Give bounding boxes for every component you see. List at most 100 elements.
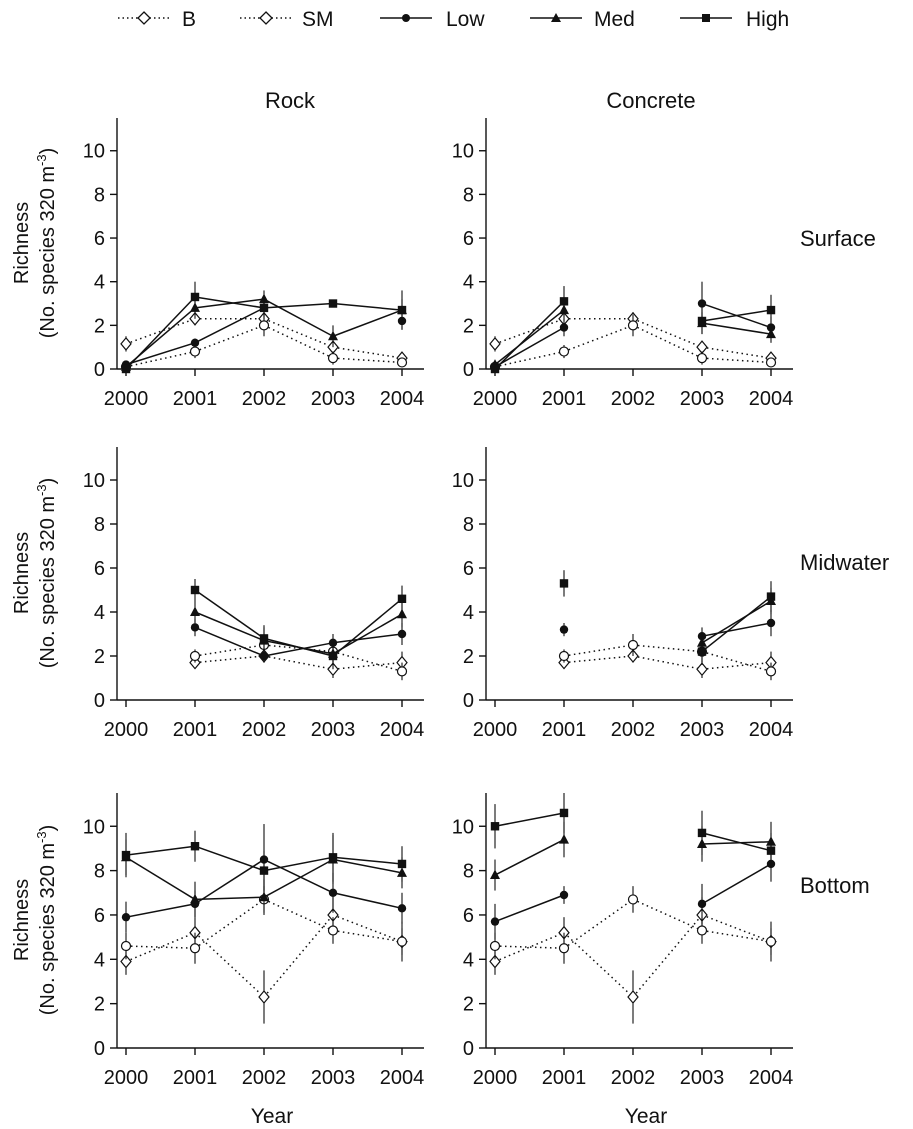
x-tick-label: 2002 xyxy=(611,388,656,410)
series-sm xyxy=(489,886,777,964)
series-line-segment xyxy=(632,655,703,670)
series-line-segment xyxy=(125,932,196,963)
y-tick-label: 10 xyxy=(83,470,105,492)
data-point-open-circle xyxy=(558,650,570,662)
y-tick-label: 2 xyxy=(463,646,474,668)
series-line-segment xyxy=(494,812,565,827)
series-b xyxy=(558,649,777,678)
data-point-open-circle xyxy=(696,925,708,936)
data-point-square xyxy=(766,305,776,315)
y-tick-label: 4 xyxy=(463,272,474,294)
series-line-segment xyxy=(194,932,265,998)
x-tick-label: 2003 xyxy=(680,388,725,410)
series-line-segment xyxy=(632,324,703,359)
series-line-segment xyxy=(332,650,403,673)
column-title-rock: Rock xyxy=(265,88,316,113)
series-med xyxy=(490,821,776,891)
data-point-triangle xyxy=(490,869,500,880)
row-label-midwater: Midwater xyxy=(800,550,889,575)
legend-entry-sm: SM xyxy=(240,8,334,31)
x-tick-label: 2004 xyxy=(749,1067,794,1089)
series-line-segment xyxy=(632,318,703,348)
y-tick-label: 8 xyxy=(94,184,105,206)
series-line-segment xyxy=(125,903,196,918)
series-med xyxy=(697,587,776,654)
chart-panel-4: 0 2 4 6 8 10 2000 2001 2002 2003 2004 xyxy=(452,447,794,741)
data-point-open-circle xyxy=(396,666,408,677)
series-line-segment xyxy=(263,856,334,872)
data-point-diamond xyxy=(120,336,132,351)
chart-panel-2: 0 2 4 6 8 10 2000 2001 2002 2003 2004 xyxy=(452,118,794,410)
y-tick-label: 8 xyxy=(463,861,474,883)
x-tick-label: 2004 xyxy=(749,719,794,741)
legend-triangle-icon xyxy=(551,13,561,22)
series-high xyxy=(190,579,407,670)
data-point-circle xyxy=(259,651,269,661)
data-point-circle xyxy=(397,629,407,639)
row-label-bottom: Bottom xyxy=(800,873,870,898)
data-point-square xyxy=(490,364,500,374)
legend-label-b: B xyxy=(182,8,196,31)
legend-label-low: Low xyxy=(446,8,485,31)
data-point-circle xyxy=(121,912,131,922)
data-point-open-circle xyxy=(327,925,339,936)
legend-diamond-icon xyxy=(137,11,151,25)
y-tick-label: 0 xyxy=(94,359,105,381)
x-tick-label: 2003 xyxy=(680,719,725,741)
y-tick-label: 0 xyxy=(463,690,474,712)
x-tick-label: 2001 xyxy=(173,1067,218,1089)
y-tick-label: 10 xyxy=(452,816,474,838)
data-point-diamond xyxy=(489,336,501,351)
data-point-circle xyxy=(559,625,569,634)
data-point-diamond xyxy=(627,990,639,1004)
series-line-segment xyxy=(194,845,265,872)
x-axis-label-rock: Year xyxy=(251,1105,293,1128)
series-sm xyxy=(120,886,408,964)
x-tick-label: 2004 xyxy=(380,719,425,741)
x-axis-label-concrete: Year xyxy=(625,1105,667,1128)
data-point-square xyxy=(190,292,200,302)
y-tick-label: 4 xyxy=(94,272,105,294)
series-line-segment xyxy=(125,296,196,370)
data-point-square xyxy=(397,305,407,315)
legend-circle-icon xyxy=(402,14,410,22)
data-point-circle xyxy=(190,623,200,632)
data-point-square xyxy=(766,592,776,601)
x-tick-label: 2002 xyxy=(242,719,287,741)
data-point-open-circle xyxy=(189,346,201,357)
data-point-square xyxy=(697,647,707,656)
series-line-segment xyxy=(701,841,772,845)
y-tick-label: 8 xyxy=(463,184,474,206)
legend-circle-open-icon xyxy=(259,11,273,25)
series-line-segment xyxy=(263,302,334,309)
legend: B SM Low Med High xyxy=(118,8,789,31)
y-tick-label: 0 xyxy=(94,690,105,712)
x-tick-label: 2004 xyxy=(749,388,794,410)
data-point-open-circle xyxy=(696,352,708,364)
series-line-segment xyxy=(194,296,265,309)
series-line-segment xyxy=(332,856,403,865)
series-b xyxy=(189,649,408,678)
series-line-segment xyxy=(194,626,265,657)
series-line-segment xyxy=(701,863,772,905)
series-line-segment xyxy=(701,600,772,644)
series-line-segment xyxy=(701,596,772,653)
data-point-square xyxy=(328,299,338,308)
series-line-segment xyxy=(563,644,634,657)
series-line-segment xyxy=(194,898,265,949)
data-point-open-circle xyxy=(765,936,777,947)
data-point-triangle xyxy=(328,330,338,341)
series-line-segment xyxy=(263,318,334,348)
series-line-segment xyxy=(263,637,334,657)
legend-label-sm: SM xyxy=(302,8,334,31)
y-tick-label: 2 xyxy=(463,994,474,1016)
series-line-segment xyxy=(332,929,403,943)
series-line-segment xyxy=(494,945,565,949)
series-line-segment xyxy=(125,945,196,949)
y-tick-label: 10 xyxy=(452,470,474,492)
series-high xyxy=(121,830,407,891)
data-point-open-circle xyxy=(765,357,777,368)
series-line-segment xyxy=(701,832,772,852)
x-tick-label: 2003 xyxy=(311,1067,356,1089)
